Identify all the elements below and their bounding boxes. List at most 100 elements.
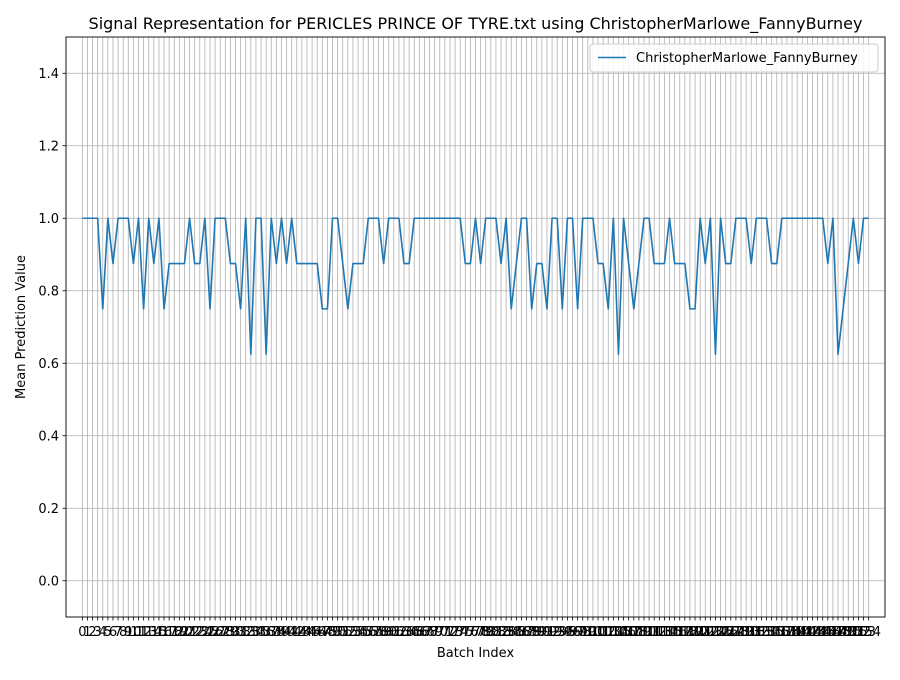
x-tick-label: 71 [437,625,454,640]
x-tick-label: 8 [119,625,127,640]
x-tick-label: 122 [693,625,718,640]
x-tick-label: 42 [289,625,306,640]
x-tick-label: 49 [324,625,341,640]
x-tick-label: 35 [253,625,270,640]
x-tick-label: 128 [723,625,748,640]
x-tick-label: 23 [192,625,209,640]
y-tick-label: 0.2 [38,502,59,517]
x-tick-label: 57 [365,625,382,640]
x-tick-label: 43 [294,625,311,640]
x-tick-label: 11 [130,625,147,640]
x-tick-label: 5 [104,625,112,640]
x-tick-label: 31 [232,625,249,640]
x-tick-label: 143 [800,625,825,640]
x-tick-label: 53 [345,625,362,640]
x-tick-label: 108 [621,625,646,640]
x-tick-label: 147 [821,625,846,640]
legend-label: ChristopherMarlowe_FannyBurney [636,51,858,66]
x-tick-label: 102 [591,625,616,640]
x-tick-label: 32 [237,625,254,640]
x-tick-label: 138 [775,625,800,640]
x-tick-label: 86 [513,625,530,640]
x-tick-label: 14 [146,625,163,640]
x-tick-label: 153 [851,625,876,640]
x-tick-label: 124 [703,625,728,640]
x-tick-label: 76 [462,625,479,640]
x-tick-label: 18 [166,625,183,640]
x-tick-label: 115 [657,625,682,640]
y-tick-label: 0.8 [38,284,59,299]
x-tick-label: 90 [534,625,551,640]
x-tick-label: 59 [375,625,392,640]
x-tick-label: 65 [406,625,423,640]
grid [66,37,885,617]
y-tick-label: 0.0 [38,574,59,589]
x-tick-label: 144 [805,625,830,640]
x-tick-label: 98 [574,625,591,640]
x-tick-label: 82 [493,625,510,640]
plot-frame [65,36,886,618]
x-axis-label: Batch Index [437,646,515,661]
x-tick-label: 96 [564,625,581,640]
x-tick-label: 101 [586,625,611,640]
x-tick-label: 68 [421,625,438,640]
x-tick-label: 9 [124,625,132,640]
x-tick-label: 44 [299,625,316,640]
x-tick-label: 25 [202,625,219,640]
x-tick-label: 134 [754,625,779,640]
x-tick-label: 28 [217,625,234,640]
x-tick-label: 137 [769,625,794,640]
x-tick-label: 146 [815,625,840,640]
x-tick-label: 129 [729,625,754,640]
x-tick-label: 26 [207,625,224,640]
x-tick-label: 17 [161,625,178,640]
x-tick-label: 117 [667,625,692,640]
legend-box [589,43,879,73]
x-tick-label: 69 [426,625,443,640]
x-tick-label: 79 [477,625,494,640]
x-tick-label: 148 [826,625,851,640]
x-tick-label: 112 [642,625,667,640]
x-tick-label: 20 [176,625,193,640]
x-tick-label: 141 [790,625,815,640]
x-tick-label: 78 [472,625,489,640]
x-tick-label: 37 [263,625,280,640]
x-tick-label: 83 [498,625,515,640]
x-tick-label: 10 [125,625,142,640]
x-tick-label: 39 [273,625,290,640]
x-tick-label: 45 [304,625,321,640]
x-tick-label: 131 [739,625,764,640]
x-tick-label: 74 [452,625,469,640]
x-tick-label: 22 [186,625,203,640]
x-tick-label: 16 [156,625,173,640]
x-tick-label: 72 [442,625,459,640]
x-tick-label: 40 [278,625,295,640]
x-tick-label: 111 [637,625,662,640]
x-tick-label: 36 [258,625,275,640]
x-tick-label: 62 [391,625,408,640]
x-tick-label: 84 [503,625,520,640]
x-tick-label: 88 [523,625,540,640]
x-tick-label: 113 [647,625,672,640]
x-tick-label: 149 [831,625,856,640]
x-tick-label: 47 [314,625,331,640]
x-tick-label: 46 [309,625,326,640]
x-tick-label: 67 [416,625,433,640]
x-tick-label: 107 [616,625,641,640]
x-tick-label: 109 [626,625,651,640]
x-tick-label: 95 [559,625,576,640]
x-tick-label: 94 [554,625,571,640]
y-axis-label: Mean Prediction Value [14,255,29,399]
x-tick-label: 51 [334,625,351,640]
y-tick-label: 1.4 [38,67,59,82]
x-tick-label: 92 [544,625,561,640]
x-tick-label: 21 [181,625,198,640]
x-tick-label: 93 [549,625,566,640]
x-tick-label: 34 [248,625,265,640]
x-tick-label: 6 [109,625,117,640]
x-tick-label: 123 [698,625,723,640]
x-tick-label: 13 [140,625,157,640]
legend: ChristopherMarlowe_FannyBurney [589,43,879,73]
x-tick-label: 70 [431,625,448,640]
